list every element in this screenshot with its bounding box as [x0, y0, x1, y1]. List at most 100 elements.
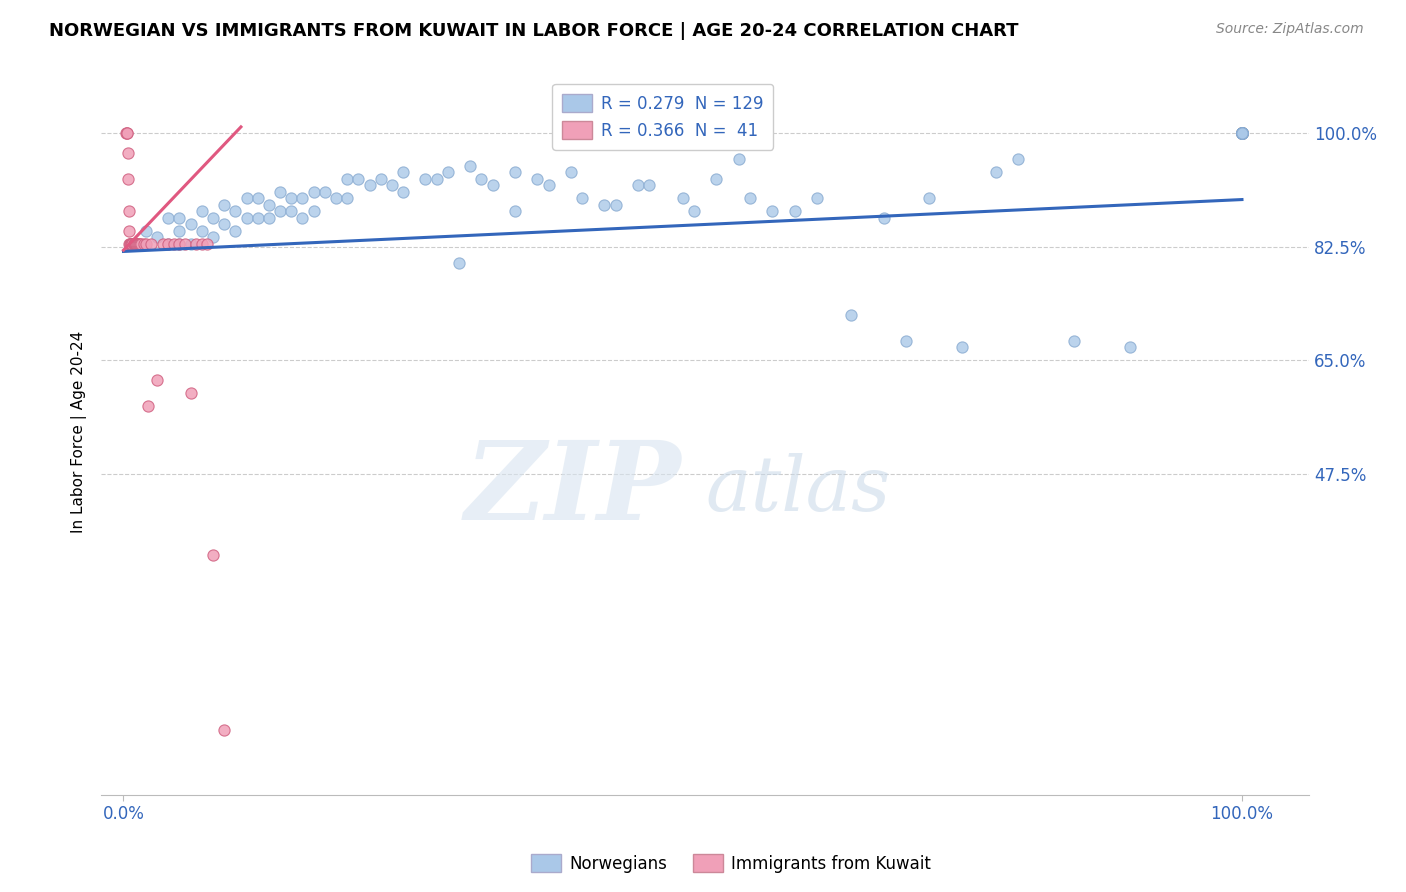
Point — [212, 198, 235, 212]
Point — [146, 230, 169, 244]
Point — [152, 236, 174, 251]
Point — [1230, 127, 1253, 141]
Point — [1230, 127, 1253, 141]
Point — [169, 211, 191, 225]
Point — [118, 204, 141, 219]
Point — [124, 236, 146, 251]
Point — [1230, 127, 1253, 141]
Point — [1230, 127, 1253, 141]
Point — [1230, 127, 1253, 141]
Point — [201, 230, 224, 244]
Point — [1230, 127, 1253, 141]
Point — [593, 198, 616, 212]
Point — [571, 191, 593, 205]
Text: ZIP: ZIP — [464, 436, 681, 543]
Point — [605, 198, 627, 212]
Point — [1230, 127, 1253, 141]
Point — [1230, 127, 1253, 141]
Point — [125, 236, 148, 251]
Point — [201, 211, 224, 225]
Point — [1230, 127, 1253, 141]
Point — [381, 178, 404, 193]
Point — [120, 236, 142, 251]
Point — [1230, 127, 1253, 141]
Point — [246, 211, 269, 225]
Point — [141, 236, 163, 251]
Point — [458, 159, 481, 173]
Point — [195, 236, 218, 251]
Text: NORWEGIAN VS IMMIGRANTS FROM KUWAIT IN LABOR FORCE | AGE 20-24 CORRELATION CHART: NORWEGIAN VS IMMIGRANTS FROM KUWAIT IN L… — [49, 22, 1019, 40]
Point — [984, 165, 1007, 179]
Point — [1230, 127, 1253, 141]
Point — [127, 236, 149, 251]
Point — [135, 236, 157, 251]
Point — [128, 236, 150, 251]
Point — [125, 236, 148, 251]
Point — [1230, 127, 1253, 141]
Point — [1230, 127, 1253, 141]
Point — [336, 191, 359, 205]
Point — [169, 224, 191, 238]
Point — [280, 191, 302, 205]
Point — [1230, 127, 1253, 141]
Point — [638, 178, 661, 193]
Point — [115, 127, 138, 141]
Point — [121, 236, 143, 251]
Point — [336, 171, 359, 186]
Point — [359, 178, 381, 193]
Point — [118, 236, 141, 251]
Point — [1230, 127, 1253, 141]
Point — [526, 171, 548, 186]
Point — [146, 373, 169, 387]
Point — [537, 178, 560, 193]
Point — [1230, 127, 1253, 141]
Point — [1230, 127, 1253, 141]
Point — [117, 171, 139, 186]
Point — [1230, 127, 1253, 141]
Point — [1230, 127, 1253, 141]
Point — [1230, 127, 1253, 141]
Point — [269, 204, 291, 219]
Point — [783, 204, 806, 219]
Point — [1230, 127, 1253, 141]
Point — [727, 153, 749, 167]
Point — [918, 191, 941, 205]
Point — [1230, 127, 1253, 141]
Point — [1230, 127, 1253, 141]
Point — [212, 217, 235, 231]
Point — [704, 171, 727, 186]
Point — [1230, 127, 1253, 141]
Point — [191, 204, 214, 219]
Legend: Norwegians, Immigrants from Kuwait: Norwegians, Immigrants from Kuwait — [524, 847, 938, 880]
Point — [257, 198, 280, 212]
Point — [437, 165, 460, 179]
Point — [1230, 127, 1253, 141]
Point — [1230, 127, 1253, 141]
Text: atlas: atlas — [704, 453, 890, 527]
Point — [163, 236, 186, 251]
Point — [1230, 127, 1253, 141]
Point — [950, 341, 973, 355]
Point — [235, 191, 257, 205]
Point — [129, 236, 152, 251]
Point — [1230, 127, 1253, 141]
Point — [503, 204, 526, 219]
Point — [186, 236, 208, 251]
Point — [1230, 127, 1253, 141]
Point — [481, 178, 503, 193]
Point — [1230, 127, 1253, 141]
Point — [1230, 127, 1253, 141]
Point — [347, 171, 370, 186]
Point — [873, 211, 896, 225]
Point — [325, 191, 347, 205]
Point — [1119, 341, 1142, 355]
Point — [1230, 127, 1253, 141]
Point — [1230, 127, 1253, 141]
Point — [114, 127, 136, 141]
Point — [1230, 127, 1253, 141]
Point — [1230, 127, 1253, 141]
Point — [426, 171, 449, 186]
Point — [125, 236, 148, 251]
Point — [120, 236, 142, 251]
Point — [672, 191, 695, 205]
